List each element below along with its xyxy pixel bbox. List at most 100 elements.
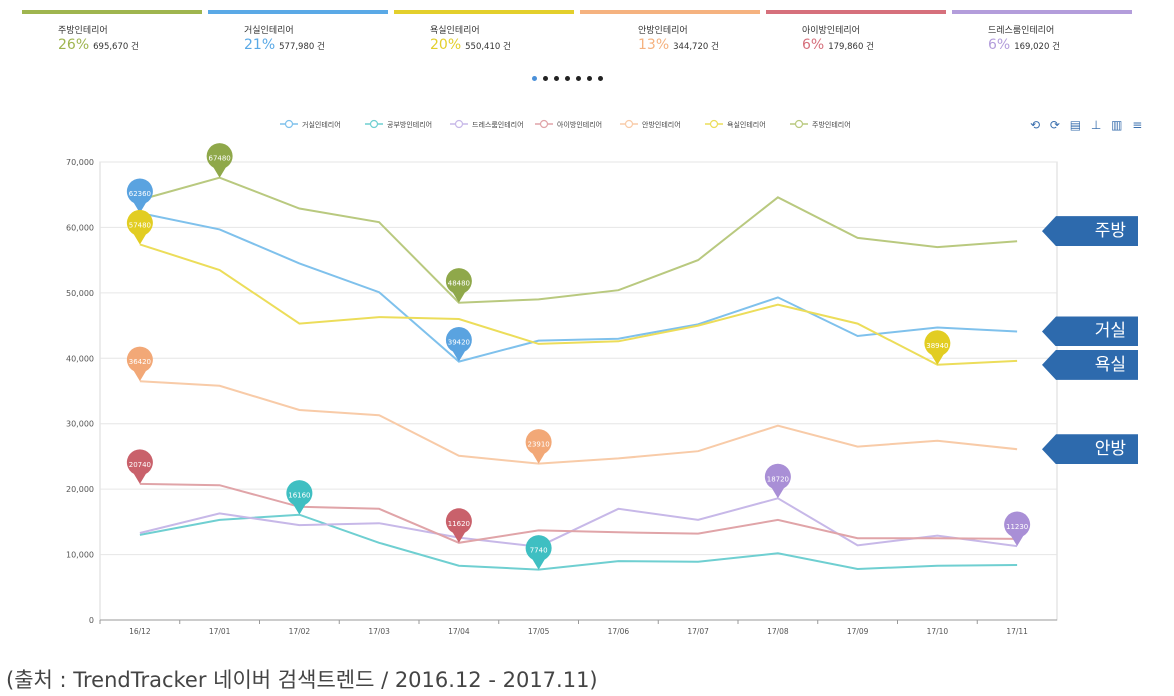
stat-name: 안방인테리어	[638, 26, 688, 36]
stat-name: 주방인테리어	[58, 26, 108, 36]
stat-pct: 6%	[988, 37, 1011, 53]
pin-marker: 36420	[126, 346, 153, 382]
pin-shape	[1004, 511, 1031, 547]
pin-shape	[126, 346, 153, 382]
x-tick-label: 17/01	[209, 627, 231, 636]
x-tick-label: 16/12	[129, 627, 151, 636]
x-tick-label: 17/10	[927, 627, 949, 636]
stat-name: 욕실인테리어	[430, 26, 480, 36]
stat-count: 179,860 건	[828, 42, 874, 52]
y-tick-label: 30,000	[66, 420, 94, 429]
series-line-거실인테리어	[139, 212, 1018, 363]
chart-toolbar[interactable]: ⟲ ⟳ ▤ ⊥ ▥ ≡	[1030, 118, 1146, 132]
pin-marker: 57480	[126, 209, 153, 245]
stat-pct: 20%	[430, 37, 462, 53]
legend-marker	[794, 119, 804, 129]
pin-label: 57480	[129, 221, 151, 229]
legend-label: 공부방인테리어	[387, 120, 432, 129]
y-tick-label: 0	[89, 616, 94, 625]
legend-label: 안방인테리어	[642, 120, 681, 129]
pin-marker: 67480	[206, 143, 233, 178]
pin-shape	[525, 535, 552, 570]
stat-bar	[208, 10, 388, 14]
stat-count: 169,020 건	[1014, 42, 1060, 52]
pin-shape	[525, 429, 552, 464]
pager-dot[interactable]	[598, 76, 603, 81]
series-line-아이방인테리어	[139, 482, 1018, 544]
pin-label: 38940	[926, 342, 948, 350]
pager-dot[interactable]	[565, 76, 570, 81]
pin-marker: 18720	[764, 463, 791, 499]
pin-shape	[445, 268, 472, 303]
stat-count: 550,410 건	[465, 42, 511, 52]
stat-bar	[394, 10, 574, 14]
x-tick-label: 17/11	[1006, 627, 1028, 636]
pin-shape	[126, 178, 153, 214]
legend-marker	[539, 119, 549, 129]
pin-label: 11230	[1006, 523, 1028, 531]
series-line-주방인테리어	[139, 176, 1018, 304]
x-tick-label: 17/08	[767, 627, 789, 636]
stat-pct: 26%	[58, 37, 90, 53]
pin-marker: 62360	[126, 178, 153, 214]
series-line-공부방인테리어	[139, 513, 1018, 571]
legend-marker	[709, 119, 719, 129]
pin-label: 18720	[767, 475, 789, 483]
pager-dot[interactable]	[554, 76, 559, 81]
pin-shape	[764, 463, 791, 499]
pin-marker: 38940	[924, 330, 951, 365]
pin-shape	[445, 508, 472, 543]
side-tag: 주방	[1042, 216, 1138, 247]
x-tick-label: 17/04	[448, 627, 470, 636]
legend-marker	[369, 119, 379, 129]
stat-5: 드레스룸인테리어 6% 169,020 건	[952, 10, 1132, 53]
pin-label: 20740	[129, 461, 151, 469]
line-chart: 0 10,000 20,000 30,000 40,000 50,000 60,000 70,…	[66, 119, 1058, 636]
stat-pct: 21%	[244, 37, 276, 53]
pager-dot[interactable]	[543, 76, 548, 81]
pin-marker: 39420	[445, 327, 472, 362]
carousel-pager[interactable]	[532, 66, 609, 85]
pin-label: 48480	[448, 280, 470, 288]
pager-dot[interactable]	[587, 76, 592, 81]
x-tick-label: 17/06	[608, 627, 630, 636]
series-line-욕실인테리어	[139, 243, 1018, 366]
stat-0: 주방인테리어 26% 695,670 건	[22, 10, 202, 53]
pager-dot[interactable]	[532, 76, 537, 81]
pin-marker: 48480	[445, 268, 472, 303]
pin-shape	[126, 449, 153, 484]
x-tick-label: 17/07	[687, 627, 709, 636]
y-tick-label: 20,000	[66, 485, 94, 494]
pin-label: 62360	[129, 190, 151, 198]
stat-bar	[22, 10, 202, 14]
stat-2: 욕실인테리어 20% 550,410 건	[394, 10, 574, 53]
pin-label: 67480	[208, 155, 230, 163]
pin-label: 23910	[527, 441, 549, 449]
pin-marker: 20740	[126, 449, 153, 484]
summary-stats: 주방인테리어 26% 695,670 건 거실인테리어 21% 577,980 건 욕실인테…	[22, 10, 1134, 53]
legend-label: 아이방인테리어	[557, 120, 602, 129]
pin-marker: 16160	[286, 480, 313, 515]
x-tick-label: 17/03	[368, 627, 390, 636]
y-tick-label: 10,000	[66, 551, 94, 560]
pin-label: 16160	[288, 492, 310, 500]
pin-marker: 23910	[525, 429, 552, 464]
pin-shape	[206, 143, 233, 178]
legend-label: 드레스룸인테리어	[472, 120, 524, 129]
pager-dot[interactable]	[576, 76, 581, 81]
side-tag: 욕실	[1042, 349, 1138, 380]
stat-name: 드레스룸인테리어	[988, 26, 1055, 36]
y-tick-label: 50,000	[66, 289, 94, 298]
stat-name: 아이방인테리어	[802, 26, 860, 36]
y-tick-label: 60,000	[66, 223, 94, 232]
stat-bar	[580, 10, 760, 14]
legend-marker	[624, 119, 634, 129]
side-tag: 거실	[1042, 316, 1138, 347]
x-tick-label: 17/02	[289, 627, 311, 636]
stat-pct: 6%	[802, 37, 825, 53]
pin-marker: 11230	[1004, 511, 1031, 547]
pin-label: 39420	[448, 339, 470, 347]
legend-label: 욕실인테리어	[727, 120, 766, 129]
pin-marker: 11620	[445, 508, 472, 543]
stat-pct: 13%	[638, 37, 670, 53]
